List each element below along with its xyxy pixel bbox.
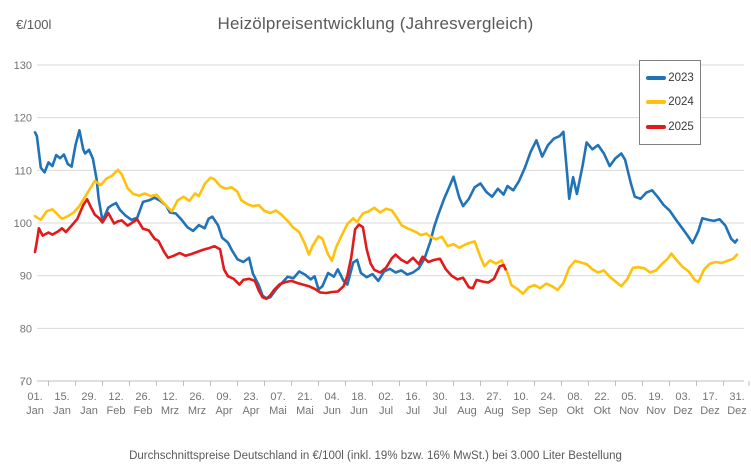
y-axis-tick-label: 120 [14,113,32,125]
x-axis-tick-label: 31. Dez [727,391,747,417]
chart-subtitle: Durchschnittspreise Deutschland in €/100… [129,450,622,462]
x-axis-tick-label: 01. Jan [26,391,44,417]
series-line-2024 [33,168,739,295]
x-axis-tick-label: 21. Mai [296,391,314,417]
legend-swatch-2024 [646,100,667,105]
x-axis-tick-label: 13. Aug [457,391,477,417]
chart-legend: 2023 2024 2025 [639,60,701,145]
legend-swatch-2023 [646,76,667,81]
x-axis-tick-label: 07. Mai [269,391,287,417]
y-axis-tick-label: 130 [14,60,32,72]
x-axis-tick-label: 09. Apr [215,391,232,417]
y-axis-tick-label: 90 [20,271,32,283]
y-axis-tick-label: 80 [20,323,32,335]
x-axis-tick-label: 03. Dez [673,391,693,417]
chart-title: Heizölpreisentwicklung (Jahresvergleich) [217,14,534,33]
x-axis-tick-label: 24. Sep [538,391,558,417]
x-axis-tick-label: 05. Nov [619,391,639,417]
legend-label-2023: 2023 [668,72,694,85]
y-axis-tick-label: 100 [14,218,32,230]
x-axis-tick-label: 04. Jun [323,391,341,417]
x-axis-tick-label: 22. Okt [593,391,610,417]
legend-swatch-2025 [646,124,667,129]
legend-label-2025: 2025 [668,120,694,133]
x-axis-tick-label: 10. Sep [511,391,531,417]
x-axis-tick-label: 30. Jul [432,391,447,417]
line-chart-plot: 130 120 110 100 90 80 70 01. Jan 15. Jan 29. Jan 12. F… [14,60,750,417]
x-axis-tick-label: 17. Dez [700,391,720,417]
x-axis-tick-label: 29. Jan [80,391,98,417]
x-axis-tick-label: 12. Mrz [161,391,179,417]
legend-label-2024: 2024 [668,96,694,109]
y-axis-tick-label: 110 [14,165,32,177]
series-line-2023 [33,129,739,300]
legend-entry-2024: 2024 [646,96,694,108]
legend-entry-2023: 2023 [646,72,694,84]
series-line-2025 [33,198,507,301]
x-axis-tick-label: 19. Nov [646,391,666,417]
y-axis-tick-label: 70 [20,376,32,388]
x-axis-tick-label: 15. Jan [53,391,71,417]
x-axis-tick-label: 16. Jul [405,391,420,417]
x-axis-tick-label: 27. Aug [484,391,504,417]
x-axis-tick-label: 02. Jul [378,391,393,417]
x-axis-tick-label: 26. Mrz [188,391,206,417]
x-axis-tick-label: 18. Jun [350,391,368,417]
x-axis-tick-label: 12. Feb [107,391,126,417]
x-axis-tick-label: 23. Apr [242,391,259,417]
legend-entry-2025: 2025 [646,121,694,133]
x-axis-tick-label: 08. Okt [566,391,583,417]
x-axis-tick-label: 26. Feb [134,391,153,417]
y-axis-unit-label: €/100l [16,17,52,32]
